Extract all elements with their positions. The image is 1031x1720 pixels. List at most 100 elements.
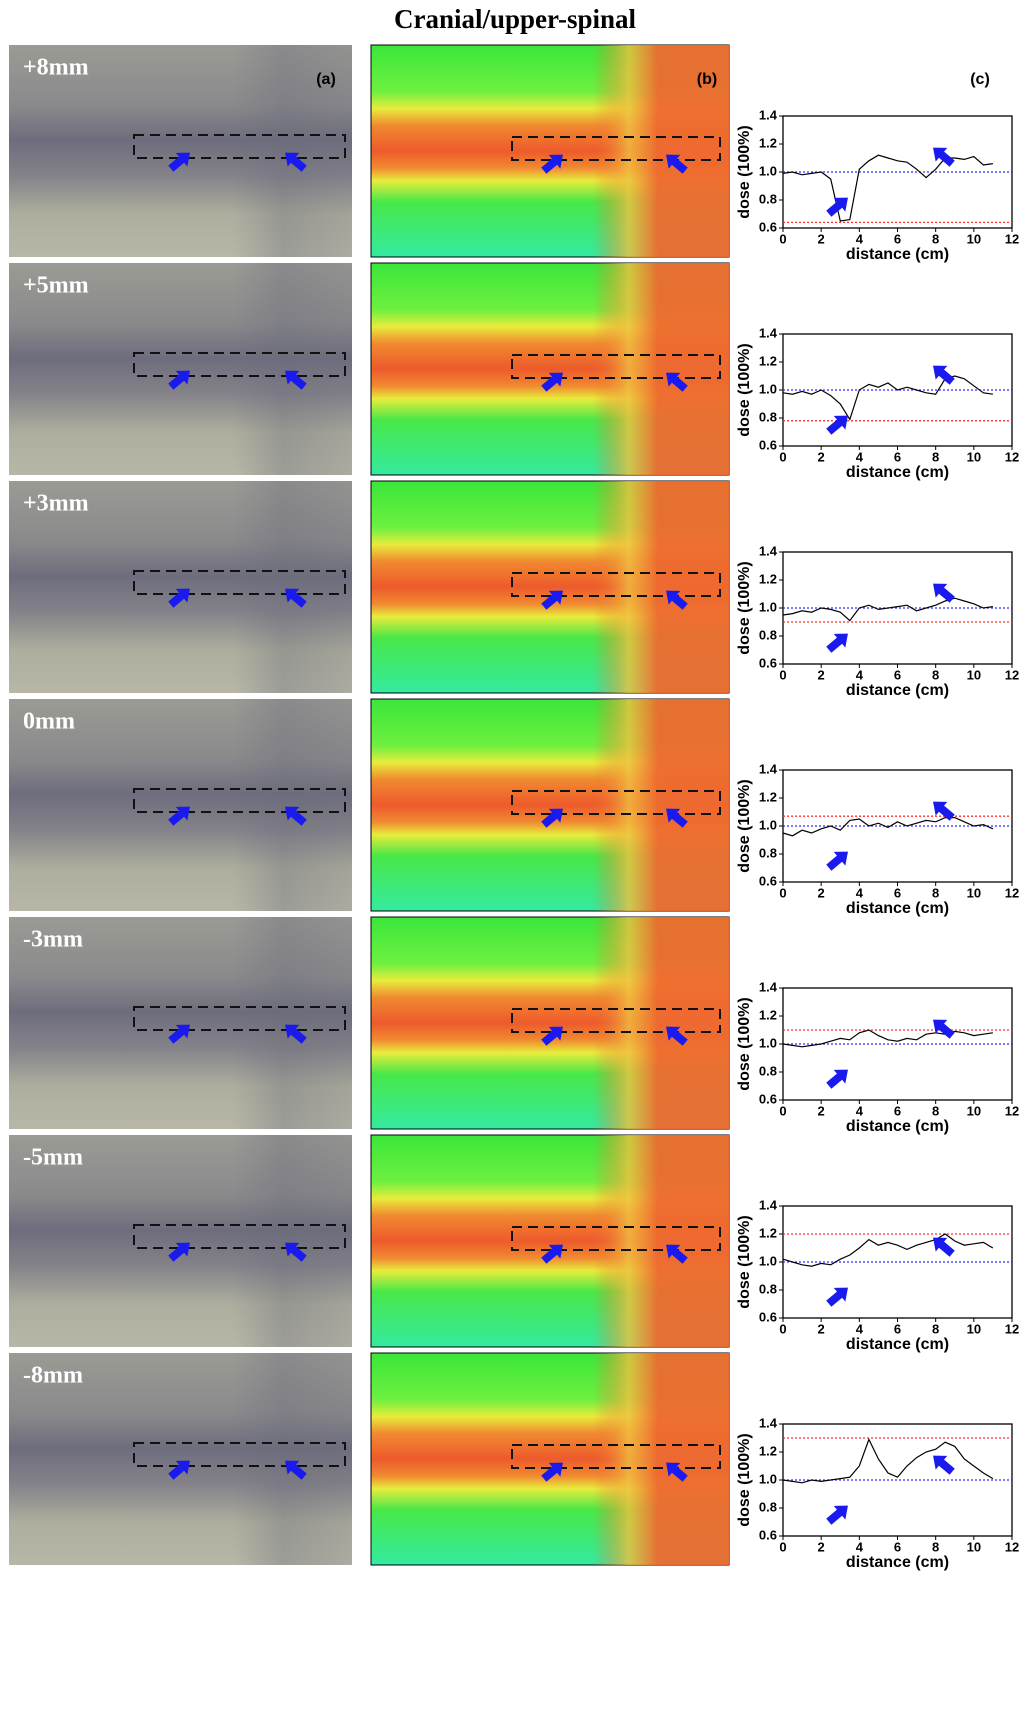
arrow	[285, 152, 307, 172]
y-tick-label: 1.2	[759, 789, 777, 804]
x-tick-label: 2	[818, 449, 825, 464]
row-label: -3mm	[23, 927, 83, 953]
x-tick-label: 4	[856, 449, 864, 464]
arrow	[666, 590, 688, 610]
y-tick-label: 1.0	[759, 381, 777, 396]
x-tick-label: 2	[818, 1103, 825, 1118]
x-tick-label: 2	[818, 231, 825, 246]
arrow	[826, 851, 848, 871]
x-tick-label: 12	[1005, 1321, 1019, 1336]
y-tick-label: 0.8	[759, 1281, 777, 1296]
panel-label: (a)	[316, 71, 336, 88]
x-tick-label: 6	[894, 1321, 901, 1336]
y-tick-label: 0.8	[759, 1063, 777, 1078]
x-tick-label: 0	[779, 449, 786, 464]
row-label: -5mm	[23, 1145, 83, 1171]
arrow	[933, 1019, 955, 1039]
arrow	[826, 197, 848, 217]
y-tick-label: 1.2	[759, 1443, 777, 1458]
x-tick-label: 8	[932, 1321, 939, 1336]
arrow	[168, 370, 190, 390]
y-axis-label: dose (100%)	[736, 1433, 753, 1526]
roi-box	[511, 1008, 721, 1033]
y-tick-label: 1.2	[759, 1007, 777, 1022]
y-tick-label: 0.8	[759, 1499, 777, 1514]
x-tick-label: 8	[932, 1539, 939, 1554]
x-axis-label: distance (cm)	[846, 464, 949, 481]
x-tick-label: 10	[967, 1103, 981, 1118]
dose-profile	[782, 597, 993, 622]
roi-box	[511, 790, 721, 815]
y-tick-label: 0.6	[759, 1527, 777, 1542]
y-tick-label: 0.8	[759, 627, 777, 642]
x-tick-label: 6	[894, 667, 901, 682]
x-tick-label: 12	[1005, 1539, 1019, 1554]
arrow	[541, 808, 563, 828]
arrow	[168, 1242, 190, 1262]
dose-profile	[782, 375, 993, 421]
x-tick-label: 8	[932, 449, 939, 464]
arrow	[285, 370, 307, 390]
x-tick-label: 8	[932, 667, 939, 682]
x-tick-label: 10	[967, 1321, 981, 1336]
x-axis-label: distance (cm)	[846, 1554, 949, 1571]
row-label: +5mm	[23, 273, 89, 299]
arrow	[541, 1462, 563, 1482]
x-tick-label: 10	[967, 449, 981, 464]
arrow	[168, 806, 190, 826]
x-tick-label: 10	[967, 1539, 981, 1554]
y-tick-label: 1.4	[759, 107, 778, 122]
y-tick-label: 1.2	[759, 353, 777, 368]
y-tick-label: 0.6	[759, 219, 777, 234]
x-tick-label: 12	[1005, 1103, 1019, 1118]
roi-box	[133, 570, 346, 595]
arrow	[826, 1287, 848, 1307]
arrow	[541, 372, 563, 392]
y-tick-label: 1.0	[759, 817, 777, 832]
arrow	[933, 1237, 955, 1257]
dose-profile	[782, 817, 994, 837]
photo-shade	[9, 699, 352, 911]
dose-map-shade	[371, 917, 729, 1129]
x-tick-label: 2	[818, 1539, 825, 1554]
roi-box	[511, 136, 721, 161]
roi-box	[133, 134, 346, 159]
arrow	[541, 1244, 563, 1264]
y-tick-label: 1.4	[759, 761, 778, 776]
dose-map-shade	[371, 1353, 729, 1565]
dose-map-shade	[371, 481, 729, 693]
photo-shade	[9, 1353, 352, 1565]
x-axis-label: distance (cm)	[846, 1336, 949, 1353]
y-tick-label: 0.6	[759, 655, 777, 670]
x-axis-label: distance (cm)	[846, 1118, 949, 1135]
y-tick-label: 0.8	[759, 409, 777, 424]
arrow	[285, 588, 307, 608]
y-axis-label: dose (100%)	[736, 1215, 753, 1308]
arrow	[933, 1455, 955, 1475]
x-tick-label: 12	[1005, 231, 1019, 246]
x-tick-label: 0	[779, 667, 786, 682]
x-tick-label: 4	[856, 1539, 864, 1554]
arrow	[168, 1460, 190, 1480]
y-tick-label: 1.2	[759, 571, 777, 586]
roi-box	[133, 788, 346, 813]
plot-frame	[782, 551, 1013, 665]
x-tick-label: 4	[856, 885, 864, 900]
x-tick-label: 2	[818, 885, 825, 900]
arrow	[168, 588, 190, 608]
dose-map-shade	[371, 1135, 729, 1347]
x-tick-label: 4	[856, 231, 864, 246]
x-tick-label: 6	[894, 1539, 901, 1554]
panel-label: (c)	[970, 71, 990, 88]
arrow	[168, 1024, 190, 1044]
x-tick-label: 0	[779, 231, 786, 246]
roi-box	[133, 1224, 346, 1249]
x-tick-label: 2	[818, 667, 825, 682]
x-tick-label: 0	[779, 1321, 786, 1336]
x-tick-label: 0	[779, 1539, 786, 1554]
y-tick-label: 1.2	[759, 135, 777, 150]
x-tick-label: 0	[779, 1103, 786, 1118]
arrow	[826, 1505, 848, 1525]
y-tick-label: 1.2	[759, 1225, 777, 1240]
